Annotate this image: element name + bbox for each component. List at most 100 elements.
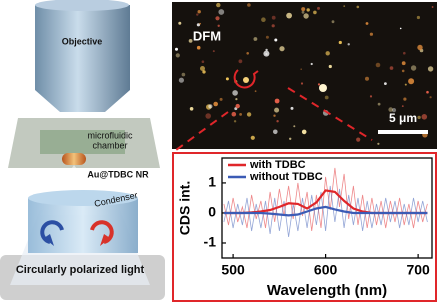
particle-spot — [426, 91, 429, 94]
particle-spot — [213, 50, 215, 52]
particle-spot — [422, 114, 428, 120]
particle-spot — [279, 46, 284, 51]
particle-spot — [339, 41, 342, 44]
label: Circularly polarized light — [16, 264, 145, 276]
particle-spot — [198, 10, 201, 13]
x-tick-label: 600 — [314, 262, 338, 278]
particle-spot — [261, 17, 266, 22]
particle-spot — [272, 24, 275, 27]
particle-spot — [430, 96, 432, 98]
particle-spot — [400, 28, 402, 30]
particle-spot — [343, 5, 345, 7]
particle-spot — [366, 22, 369, 25]
particle-spot — [208, 104, 212, 108]
particle-spot — [254, 37, 258, 41]
particle-spot — [384, 82, 387, 85]
particle-spot — [239, 59, 243, 63]
legend-label: with TDBC — [249, 159, 306, 171]
particle-spot — [356, 138, 360, 142]
y-axis-label: CDS int. — [177, 181, 193, 235]
particle-spot — [348, 43, 350, 45]
image-label: DFM — [193, 28, 221, 43]
particle-spot — [291, 107, 294, 110]
particle-spot — [197, 46, 201, 50]
particle-spot — [319, 84, 327, 92]
particle-spot — [175, 48, 178, 51]
particle-spot — [274, 39, 277, 42]
label: microfluidic — [87, 130, 133, 140]
scale-bar — [378, 130, 428, 134]
particle-spot — [272, 16, 276, 20]
particle-spot — [247, 112, 251, 116]
particle-spot — [402, 105, 404, 107]
particle-spot — [289, 138, 291, 140]
particle-spot — [235, 98, 237, 100]
particle-spot — [326, 51, 330, 55]
particle-spot — [275, 99, 280, 104]
particle-spot — [357, 6, 360, 9]
particle-spot — [232, 112, 237, 117]
particle-spot — [317, 7, 320, 10]
particle-spot — [405, 84, 407, 86]
particle-spot — [220, 98, 223, 101]
particle-spot — [234, 120, 236, 122]
particle-spot — [370, 33, 373, 36]
particle-spot — [403, 52, 406, 55]
particle-spot — [301, 7, 305, 11]
particle-spot — [417, 116, 420, 119]
particle-spot — [307, 8, 310, 11]
particle-spot — [200, 66, 205, 71]
particle-spot — [215, 16, 219, 20]
nanorod — [62, 153, 86, 165]
objective-body — [35, 5, 130, 90]
figure: Objective microfluidic chamber Au@TDBC N… — [0, 0, 439, 304]
particle-spot — [216, 3, 220, 7]
particle-spot — [332, 20, 335, 23]
objective-tip — [35, 90, 130, 112]
legend-label: without TDBC — [249, 171, 323, 183]
particle-spot — [274, 108, 279, 113]
particle-spot — [176, 53, 180, 57]
particle-spot — [377, 143, 379, 145]
y-tick-label: 1 — [208, 174, 216, 190]
x-tick-label: 700 — [406, 262, 430, 278]
particle-spot — [205, 113, 211, 119]
particle-spot — [239, 113, 242, 116]
particle-spot — [286, 13, 292, 19]
particle-spot — [311, 63, 313, 65]
label: Objective — [62, 36, 103, 46]
particle-spot — [273, 130, 278, 135]
particle-spot — [236, 104, 240, 108]
particle-spot — [408, 78, 414, 84]
particle-spot — [417, 16, 420, 19]
schematic: Objective microfluidic chamber Au@TDBC N… — [0, 0, 165, 300]
particle-spot — [432, 6, 434, 8]
particle-spot — [199, 23, 201, 25]
particle-spot — [263, 51, 269, 57]
particle-spot — [266, 36, 269, 39]
particle-spot — [376, 63, 381, 68]
dfm-background — [172, 2, 437, 149]
particle-spot — [302, 11, 305, 14]
particle-spot — [273, 115, 275, 117]
particle-spot — [417, 45, 422, 50]
particle-spot — [428, 66, 433, 71]
particle-spot — [402, 61, 406, 65]
particle-spot — [402, 70, 405, 73]
particle-spot — [247, 3, 251, 7]
particle-spot — [403, 98, 406, 101]
particle-spot — [293, 125, 295, 127]
particle-spot — [365, 77, 369, 81]
particle-spot — [179, 78, 184, 83]
particle-spot — [243, 77, 249, 83]
particle-spot — [226, 77, 229, 80]
particle-spot — [318, 83, 320, 85]
particle-spot — [232, 90, 238, 96]
particle-spot — [178, 22, 181, 25]
label: Au@TDBC NR — [87, 169, 149, 179]
scale-label: 5 μm — [389, 111, 417, 125]
particle-spot — [370, 95, 372, 97]
dfm-image: 5 μm DFM — [172, 2, 437, 150]
particle-spot — [313, 11, 317, 15]
particle-spot — [300, 68, 302, 70]
